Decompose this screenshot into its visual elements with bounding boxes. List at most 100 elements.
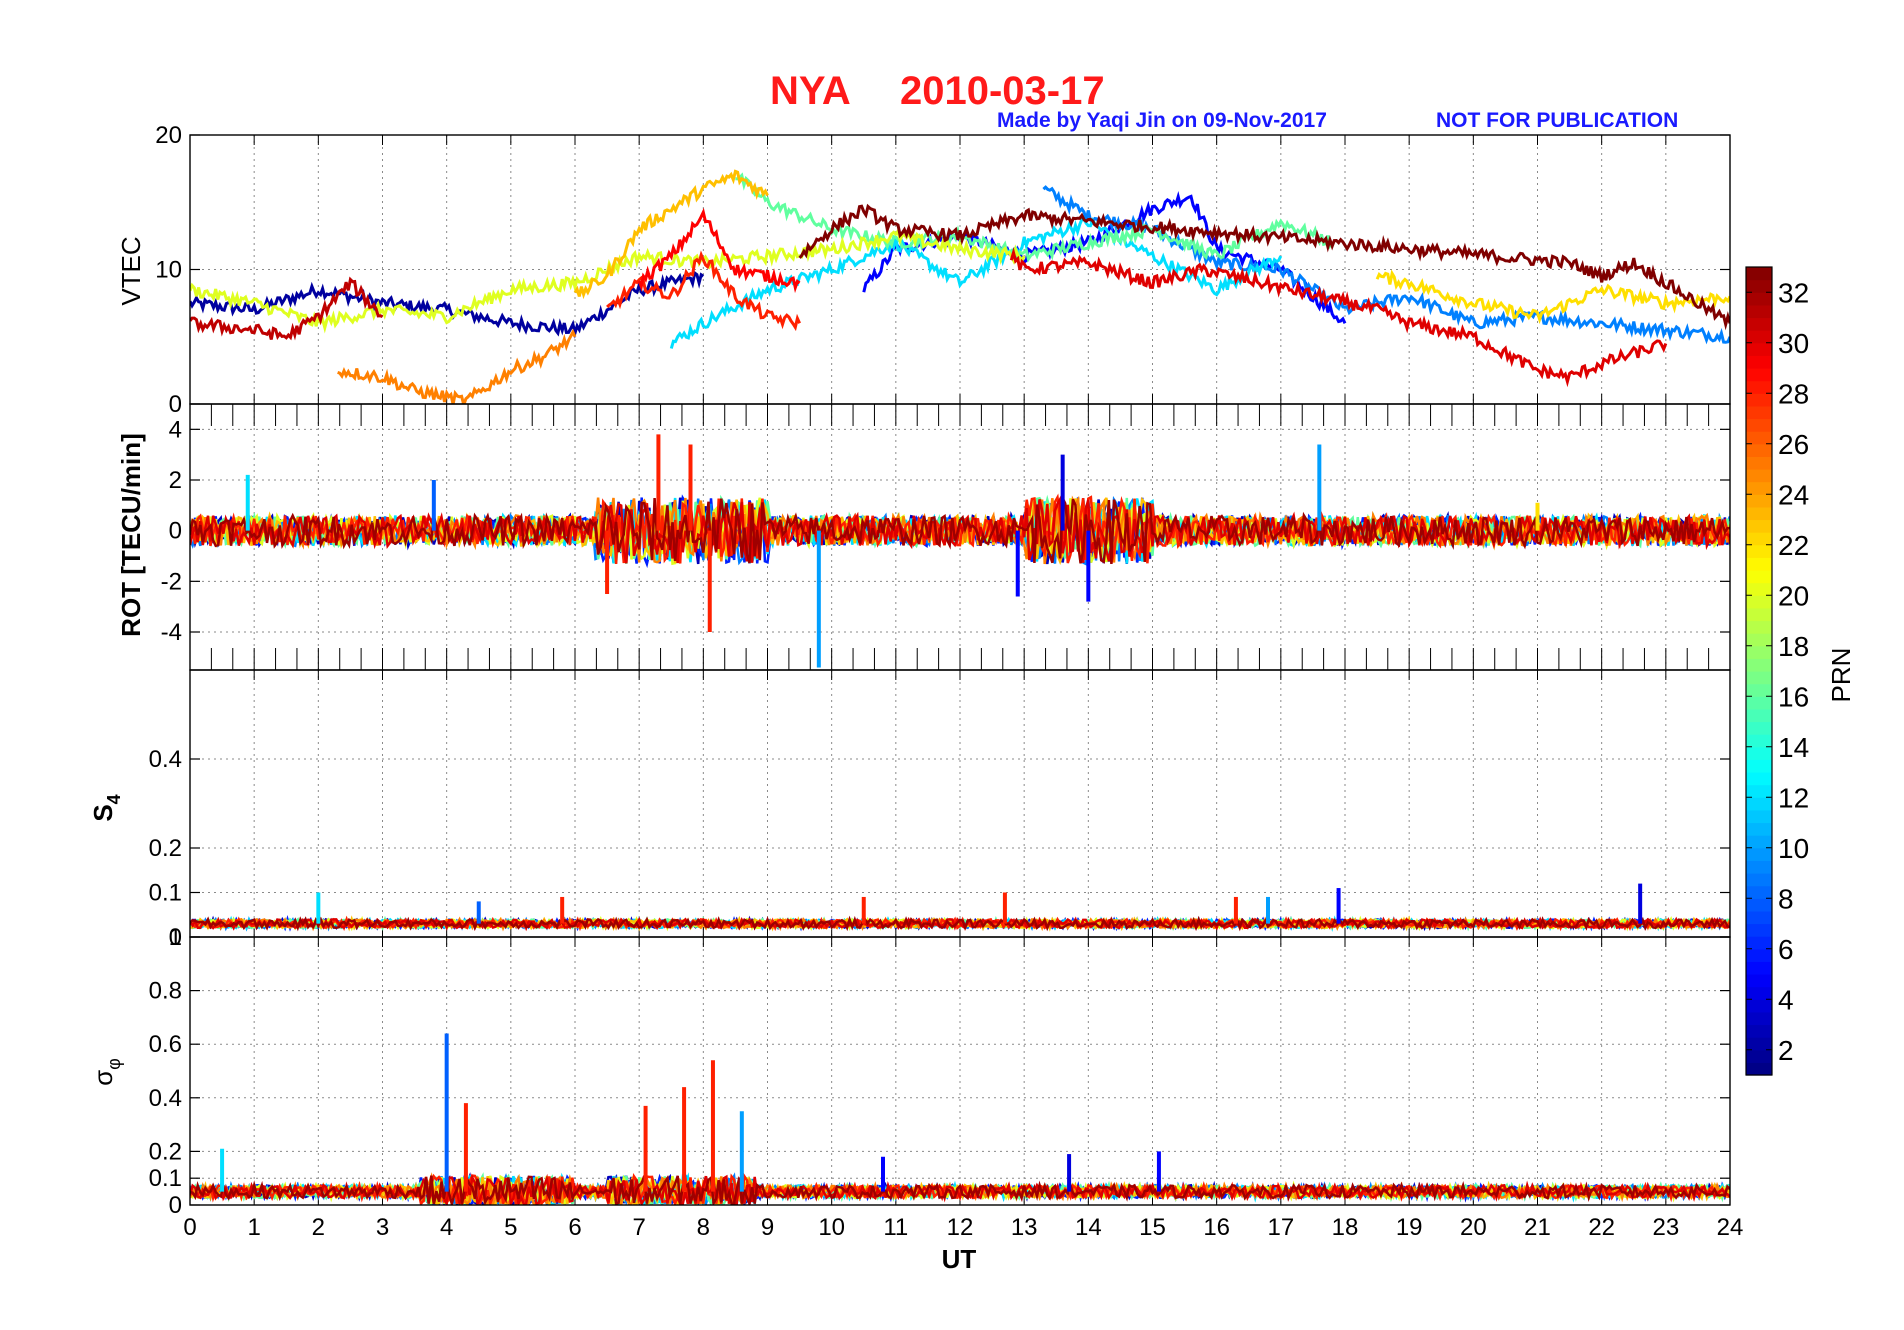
colorbar-tick-label: 22 [1778, 530, 1809, 561]
y-tick-label: 0 [169, 924, 182, 951]
colorbar-swatch [1746, 342, 1772, 356]
y-tick-label: 0.1 [149, 1165, 182, 1192]
vtec-series-prn-22 [1375, 269, 1730, 325]
colorbar-swatch [1746, 355, 1772, 369]
vtec-series-prn-31 [190, 276, 384, 341]
vtec-series-prn-28 [606, 250, 801, 332]
y-tick-label: 0.4 [149, 746, 182, 773]
colorbar-swatch [1746, 671, 1772, 685]
x-tick-label: 21 [1524, 1214, 1551, 1241]
colorbar-swatch [1746, 835, 1772, 849]
chart-title-station: NYA [770, 69, 851, 113]
colorbar-swatch [1746, 734, 1772, 748]
colorbar-swatch [1746, 809, 1772, 824]
colorbar-swatch [1746, 873, 1772, 887]
colorbar-swatch [1746, 544, 1772, 558]
colorbar-swatch [1746, 330, 1772, 344]
colorbar-tick-label: 32 [1778, 277, 1809, 308]
colorbar-tick-label: 28 [1778, 378, 1809, 409]
vtec-ylabel: VTEC [116, 236, 146, 305]
colorbar-swatch [1746, 405, 1772, 420]
colorbar-swatch [1746, 431, 1772, 445]
vtec-series-prn-12 [669, 217, 1283, 349]
y-tick-label: 0.8 [149, 978, 182, 1005]
chart-title-date: 2010-03-17 [900, 69, 1105, 113]
vtec-series-prn-29 [637, 207, 801, 294]
x-tick-label: 14 [1075, 1214, 1102, 1241]
vtec-series-prn-23 [573, 169, 769, 300]
colorbar-tick-label: 24 [1778, 479, 1809, 510]
x-tick-label: 24 [1717, 1214, 1744, 1241]
colorbar-swatch [1746, 443, 1772, 457]
sigma-phi-panel: 00.10.20.40.60.810 1 2 3 4 5 6 7 8 9 10 11 12 13 14 15 1… [149, 924, 1744, 1241]
y-tick-label: 0.6 [149, 1031, 182, 1058]
x-tick-label: 12 [947, 1214, 974, 1241]
y-tick-label: 0.2 [149, 835, 182, 862]
y-tick-label: 0 [169, 518, 182, 545]
vtec-series-prn-16 [735, 172, 1334, 264]
x-tick-label: 9 [761, 1214, 774, 1241]
notice-line: NOT FOR PUBLICATION [1436, 109, 1678, 132]
colorbar-swatch [1746, 645, 1772, 659]
x-tick-label: 20 [1460, 1214, 1487, 1241]
colorbar-swatch [1746, 923, 1772, 937]
colorbar-swatch [1746, 317, 1772, 331]
colorbar-swatch [1746, 532, 1772, 546]
colorbar-swatch [1746, 582, 1772, 596]
colorbar-frame [1745, 266, 1773, 1076]
colorbar-tick-label: 8 [1778, 883, 1794, 914]
x-axis-label: UT [942, 1244, 977, 1274]
rot-ylabel: ROT [TECU/min] [116, 433, 146, 637]
x-tick-label: 8 [697, 1214, 710, 1241]
colorbar-swatch [1746, 1011, 1772, 1026]
colorbar-swatch [1746, 822, 1772, 836]
colorbar-tick-label: 2 [1778, 1035, 1794, 1066]
colorbar-tick-label: 4 [1778, 984, 1794, 1015]
colorbar-tick-label: 16 [1778, 681, 1809, 712]
colorbar-swatch [1746, 683, 1772, 697]
colorbar-swatch [1746, 368, 1772, 382]
vtec-series-prn-33 [798, 203, 1730, 331]
colorbar-swatch [1746, 481, 1772, 495]
x-tick-label: 1 [247, 1214, 260, 1241]
colorbar-swatch [1746, 746, 1772, 760]
x-tick-label: 23 [1652, 1214, 1679, 1241]
colorbar-tick-label: 26 [1778, 429, 1809, 460]
colorbar-swatch [1746, 696, 1772, 710]
y-tick-label: 2 [169, 467, 182, 494]
y-tick-label: 1 [169, 924, 182, 951]
y-tick-label: -4 [161, 619, 182, 646]
colorbar-tick-label: 10 [1778, 833, 1809, 864]
colorbar-tick-label: 14 [1778, 732, 1809, 763]
colorbar-label: PRN [1826, 648, 1856, 703]
colorbar-swatch [1746, 380, 1772, 394]
colorbar-swatch [1746, 999, 1772, 1013]
vtec-series-prn-25 [337, 328, 577, 404]
x-tick-label: 19 [1396, 1214, 1423, 1241]
trace-prn-32 [190, 497, 1730, 564]
y-tick-label: 0 [169, 391, 182, 418]
colorbar-swatch [1746, 469, 1772, 483]
colorbar-swatch [1746, 557, 1772, 571]
trace-prn-32 [190, 915, 1730, 932]
colorbar-tick-label: 20 [1778, 580, 1809, 611]
credit-line: Made by Yaqi Jin on 09-Nov-2017 [997, 109, 1327, 132]
colorbar-tick-label: 18 [1778, 631, 1809, 662]
colorbar-tick-label: 6 [1778, 934, 1794, 965]
colorbar-swatch [1746, 304, 1772, 319]
colorbar-swatch [1746, 595, 1772, 609]
x-tick-label: 18 [1332, 1214, 1359, 1241]
colorbar-swatch [1746, 986, 1772, 1000]
x-tick-label: 16 [1203, 1214, 1230, 1241]
y-tick-label: 20 [155, 122, 182, 149]
y-tick-label: 0 [169, 1192, 182, 1219]
x-tick-label: 17 [1267, 1214, 1294, 1241]
colorbar-swatch [1746, 418, 1772, 432]
colorbar-swatch [1746, 948, 1772, 962]
colorbar-swatch [1746, 506, 1772, 521]
y-tick-label: 10 [155, 257, 182, 284]
colorbar-swatch [1746, 721, 1772, 735]
colorbar-swatch [1746, 772, 1772, 786]
colorbar-swatch [1746, 519, 1772, 533]
colorbar-tick-label: 12 [1778, 782, 1809, 813]
